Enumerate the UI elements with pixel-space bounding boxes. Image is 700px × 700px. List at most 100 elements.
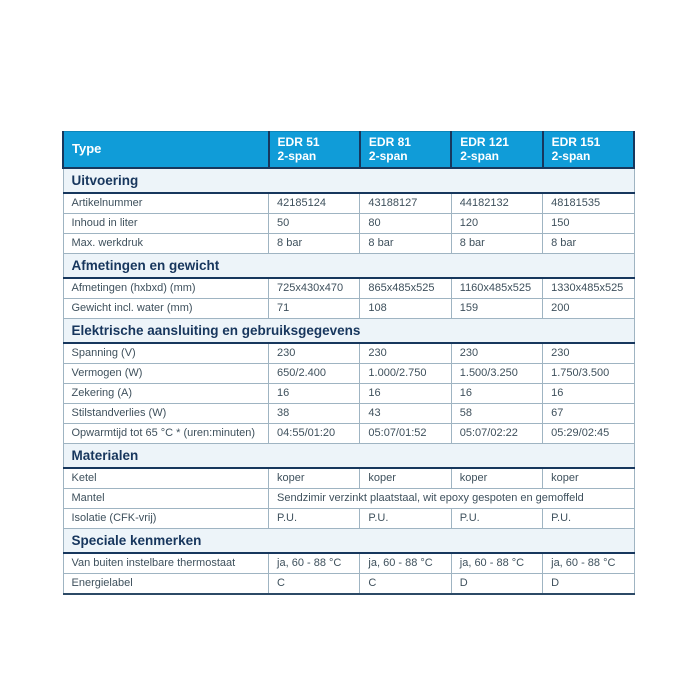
table-row: Gewicht incl. water (mm) 71 108 159 200 [62, 298, 635, 319]
row-label: Energielabel [62, 573, 270, 595]
cell-value: 05:07/02:22 [450, 423, 544, 444]
table-row: Mantel Sendzimir verzinkt plaatstaal, wi… [62, 488, 635, 509]
cell-value: 71 [268, 298, 361, 319]
cell-value: 650/2.400 [268, 363, 361, 384]
cell-value: 150 [542, 213, 635, 234]
cell-value: 865x485x525 [359, 277, 452, 299]
table-row: Spanning (V) 230 230 230 230 [62, 342, 635, 364]
cell-value: 108 [359, 298, 452, 319]
cell-value: 50 [268, 213, 361, 234]
cell-value: D [450, 573, 544, 595]
column-header-edr51: EDR 51 2-span [267, 131, 361, 169]
row-label: Afmetingen (hxbxd) (mm) [62, 277, 270, 299]
table-row: Energielabel C C D D [62, 573, 635, 595]
cell-value: 230 [268, 342, 361, 364]
column-header-type: Type [62, 131, 270, 169]
cell-value: 04:55/01:20 [268, 423, 361, 444]
cell-value: 159 [450, 298, 544, 319]
cell-value: 44182132 [450, 192, 544, 214]
cell-value: P.U. [359, 508, 452, 529]
cell-value: 230 [450, 342, 544, 364]
model-name: EDR 51 [277, 135, 320, 149]
cell-value: 230 [359, 342, 452, 364]
cell-value: P.U. [268, 508, 361, 529]
table-row: Zekering (A) 16 16 16 16 [62, 383, 635, 404]
row-label: Artikelnummer [62, 192, 270, 214]
cell-value: 8 bar [268, 233, 361, 254]
cell-value: koper [542, 467, 635, 489]
cell-value: koper [268, 467, 361, 489]
cell-value: 80 [359, 213, 452, 234]
section-header-row: Afmetingen en gewicht [62, 253, 635, 279]
cell-value: 8 bar [450, 233, 544, 254]
cell-value: 1330x485x525 [542, 277, 635, 299]
cell-value: koper [359, 467, 452, 489]
cell-value: 67 [542, 403, 635, 424]
table-row: Ketel koper koper koper koper [62, 467, 635, 489]
table-row: Afmetingen (hxbxd) (mm) 725x430x470 865x… [62, 277, 635, 299]
model-name: EDR 151 [551, 135, 601, 149]
cell-value: 43 [359, 403, 452, 424]
product-spec-table: Type EDR 51 2-span EDR 81 2-span EDR 121… [62, 131, 636, 595]
row-label: Van buiten instelbare thermostaat [62, 552, 270, 574]
cell-value: ja, 60 - 88 °C [542, 552, 635, 574]
cell-value: 8 bar [542, 233, 635, 254]
row-label: Isolatie (CFK-vrij) [62, 508, 270, 529]
section-title-elektrisch: Elektrische aansluiting en gebruiksgegev… [62, 318, 635, 344]
column-header-edr151: EDR 151 2-span [541, 131, 636, 169]
model-name: EDR 81 [368, 135, 411, 149]
section-title-uitvoering: Uitvoering [62, 168, 635, 194]
row-label: Spanning (V) [62, 342, 270, 364]
row-label: Ketel [62, 467, 270, 489]
model-variant: 2-span [460, 149, 499, 163]
cell-value: 8 bar [359, 233, 452, 254]
row-label: Vermogen (W) [62, 363, 270, 384]
cell-value: 200 [542, 298, 635, 319]
table-row: Isolatie (CFK-vrij) P.U. P.U. P.U. P.U. [62, 508, 635, 529]
column-header-edr81: EDR 81 2-span [358, 131, 453, 169]
cell-value: 725x430x470 [268, 277, 361, 299]
table-row: Artikelnummer 42185124 43188127 44182132… [62, 192, 635, 214]
table-row: Inhoud in liter 50 80 120 150 [62, 213, 635, 234]
section-header-row: Speciale kenmerken [62, 528, 635, 554]
cell-value: 42185124 [268, 192, 361, 214]
cell-value: C [359, 573, 452, 595]
cell-value: 05:07/01:52 [359, 423, 452, 444]
cell-value: P.U. [450, 508, 544, 529]
cell-value: 1.000/2.750 [359, 363, 452, 384]
table-row: Max. werkdruk 8 bar 8 bar 8 bar 8 bar [62, 233, 635, 254]
cell-value: 16 [542, 383, 635, 404]
row-label: Zekering (A) [62, 383, 270, 404]
cell-value: ja, 60 - 88 °C [268, 552, 361, 574]
cell-value: 48181535 [542, 192, 635, 214]
cell-value: ja, 60 - 88 °C [359, 552, 452, 574]
cell-value: 16 [268, 383, 361, 404]
table-row: Van buiten instelbare thermostaat ja, 60… [62, 552, 635, 574]
cell-value: 230 [542, 342, 635, 364]
cell-value-merged: Sendzimir verzinkt plaatstaal, wit epoxy… [268, 488, 635, 509]
row-label: Opwarmtijd tot 65 °C * (uren:minuten) [62, 423, 270, 444]
cell-value: ja, 60 - 88 °C [450, 552, 544, 574]
cell-value: P.U. [542, 508, 635, 529]
table-row: Opwarmtijd tot 65 °C * (uren:minuten) 04… [62, 423, 635, 444]
cell-value: 16 [450, 383, 544, 404]
row-label: Gewicht incl. water (mm) [62, 298, 270, 319]
section-title-speciale-kenmerken: Speciale kenmerken [62, 528, 635, 554]
cell-value: 43188127 [359, 192, 452, 214]
section-header-row: Materialen [62, 443, 635, 469]
table-header-row: Type EDR 51 2-span EDR 81 2-span EDR 121… [62, 131, 636, 169]
cell-value: 16 [359, 383, 452, 404]
cell-value: 05:29/02:45 [542, 423, 635, 444]
column-header-edr121: EDR 121 2-span [450, 131, 544, 169]
section-header-row: Elektrische aansluiting en gebruiksgegev… [62, 318, 635, 344]
cell-value: 1160x485x525 [450, 277, 544, 299]
cell-value: C [268, 573, 361, 595]
row-label: Max. werkdruk [62, 233, 270, 254]
section-title-afmetingen: Afmetingen en gewicht [62, 253, 635, 279]
cell-value: 58 [450, 403, 544, 424]
model-name: EDR 121 [460, 135, 509, 149]
model-variant: 2-span [368, 149, 408, 163]
row-label: Mantel [62, 488, 270, 509]
model-variant: 2-span [551, 149, 591, 163]
cell-value: 1.750/3.500 [542, 363, 635, 384]
